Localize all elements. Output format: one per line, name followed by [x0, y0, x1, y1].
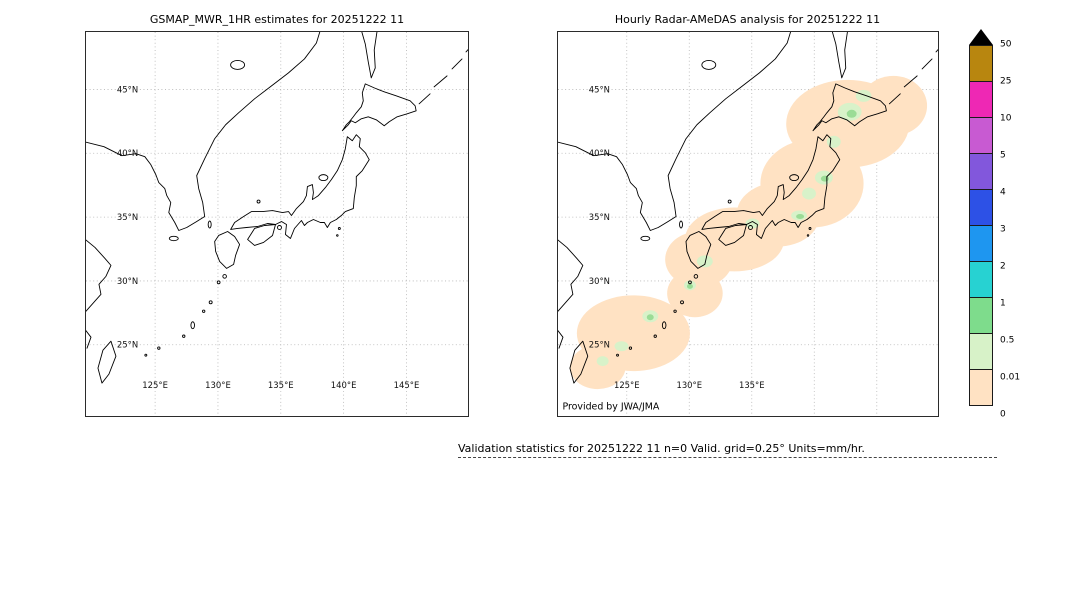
colorbar-tick-label: 4 — [1000, 187, 1006, 198]
precip-blob — [820, 175, 829, 182]
lat-tick-label: 40°N — [589, 148, 610, 158]
radar-axis-labels: 45°N 40°N 35°N 30°N 25°N 125°E 130°E 135… — [589, 84, 765, 390]
precip-blob — [667, 269, 723, 318]
colorbar-tick-label: 0.01 — [1000, 372, 1021, 383]
colorbar-segment — [969, 189, 993, 226]
colorbar-segment — [969, 369, 993, 406]
colorbar-tick-label: 1 — [1000, 298, 1006, 309]
left-panel-title: GSMAP_MWR_1HR estimates for 20251222 11 — [149, 13, 405, 26]
precip-blob — [696, 255, 713, 268]
precip-blob — [802, 187, 816, 200]
lat-tick-label: 40°N — [117, 148, 138, 158]
lon-tick-label: 135°E — [268, 380, 294, 390]
colorbar-segment — [969, 81, 993, 118]
gsmap-map-panel: 45°N 40°N 35°N 30°N 25°N 125°E 130°E 135… — [85, 31, 469, 417]
data-credit-label: Provided by JWA/JMA — [562, 401, 659, 412]
colorbar-segment — [969, 261, 993, 298]
right-panel-title: Hourly Radar-AMeDAS analysis for 2025122… — [614, 13, 881, 26]
validation-statistics-text: Validation statistics for 20251222 11 n=… — [458, 442, 865, 455]
precip-blob — [859, 75, 928, 136]
lat-tick-label: 45°N — [117, 84, 138, 94]
colorbar-tick-label: 10 — [1000, 113, 1012, 124]
colorbar-tick-label: 5 — [1000, 150, 1006, 161]
lon-tick-label: 125°E — [614, 380, 640, 390]
colorbar-segment — [969, 153, 993, 190]
precip-blob — [614, 341, 629, 352]
lon-tick-label: 135°E — [739, 380, 765, 390]
precip-blob — [846, 109, 857, 118]
lon-tick-label: 145°E — [394, 380, 420, 390]
precip-blob — [569, 345, 626, 390]
gsmap-map-svg: 45°N 40°N 35°N 30°N 25°N 125°E 130°E 135… — [86, 32, 468, 416]
colorbar-tick-label: 2 — [1000, 261, 1006, 272]
radar-map-panel: 45°N 40°N 35°N 30°N 25°N 125°E 130°E 135… — [557, 31, 939, 417]
lat-tick-label: 45°N — [589, 84, 610, 94]
validation-separator — [458, 457, 997, 458]
lon-tick-label: 125°E — [142, 380, 168, 390]
colorbar-tick-label: 0 — [1000, 409, 1006, 420]
coastline-layer — [86, 32, 468, 384]
colorbar-overflow-triangle — [969, 29, 993, 45]
colorbar-tick-label: 25 — [1000, 76, 1012, 87]
precip-blob — [596, 356, 609, 367]
precip-blob — [855, 89, 872, 102]
radar-map-svg: 45°N 40°N 35°N 30°N 25°N 125°E 130°E 135… — [558, 32, 938, 416]
lon-tick-label: 130°E — [205, 380, 231, 390]
lat-tick-label: 25°N — [589, 340, 610, 350]
lat-tick-label: 30°N — [589, 276, 610, 286]
lon-tick-label: 130°E — [676, 380, 702, 390]
colorbar-segment — [969, 333, 993, 370]
colorbar-segment — [969, 297, 993, 334]
precip-blob — [686, 283, 693, 289]
colorbar-segment — [969, 45, 993, 82]
colorbar-tick-label: 3 — [1000, 224, 1006, 235]
lat-tick-label: 30°N — [117, 276, 138, 286]
lat-tick-label: 25°N — [117, 340, 138, 350]
colorbar-segment — [969, 225, 993, 262]
lon-tick-label: 140°E — [331, 380, 357, 390]
colorbar-segments — [969, 45, 993, 406]
lat-tick-label: 35°N — [117, 212, 138, 222]
precip-blob — [646, 314, 654, 321]
precip-shading — [569, 75, 928, 390]
lat-tick-label: 35°N — [589, 212, 610, 222]
precip-blob — [826, 135, 841, 148]
precip-blob — [796, 214, 805, 220]
colorbar-tick-label: 0.5 — [1000, 335, 1015, 346]
gsmap-axis-labels: 45°N 40°N 35°N 30°N 25°N 125°E 130°E 135… — [117, 84, 419, 390]
colorbar-segment — [969, 117, 993, 154]
colorbar-tick-label: 50 — [1000, 39, 1012, 50]
precip-colorbar: 50 25 10 5 4 3 2 1 0.5 0.01 0 — [969, 29, 1041, 419]
